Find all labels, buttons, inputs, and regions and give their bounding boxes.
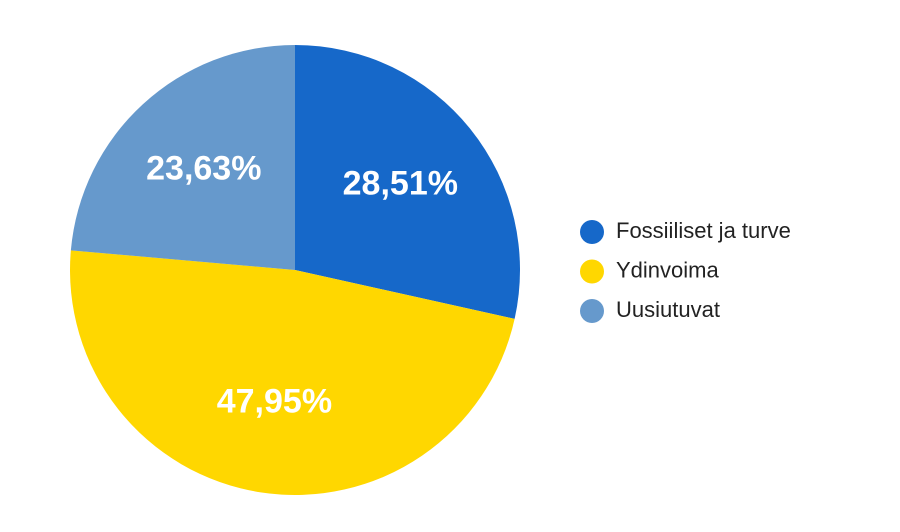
value-label: 23,63% <box>146 149 261 187</box>
pie-slice <box>295 45 520 319</box>
legend-label: Uusiutuvat <box>616 297 720 322</box>
value-label: 28,51% <box>343 165 458 203</box>
legend-label: Fossiiliset ja turve <box>616 218 791 243</box>
legend-marker <box>580 299 604 323</box>
legend-label: Ydinvoima <box>616 257 719 282</box>
pie-slice <box>70 45 295 270</box>
value-label: 47,95% <box>217 382 332 420</box>
legend-marker <box>580 259 604 284</box>
pie-slice <box>70 250 515 495</box>
legend-marker <box>580 220 604 244</box>
